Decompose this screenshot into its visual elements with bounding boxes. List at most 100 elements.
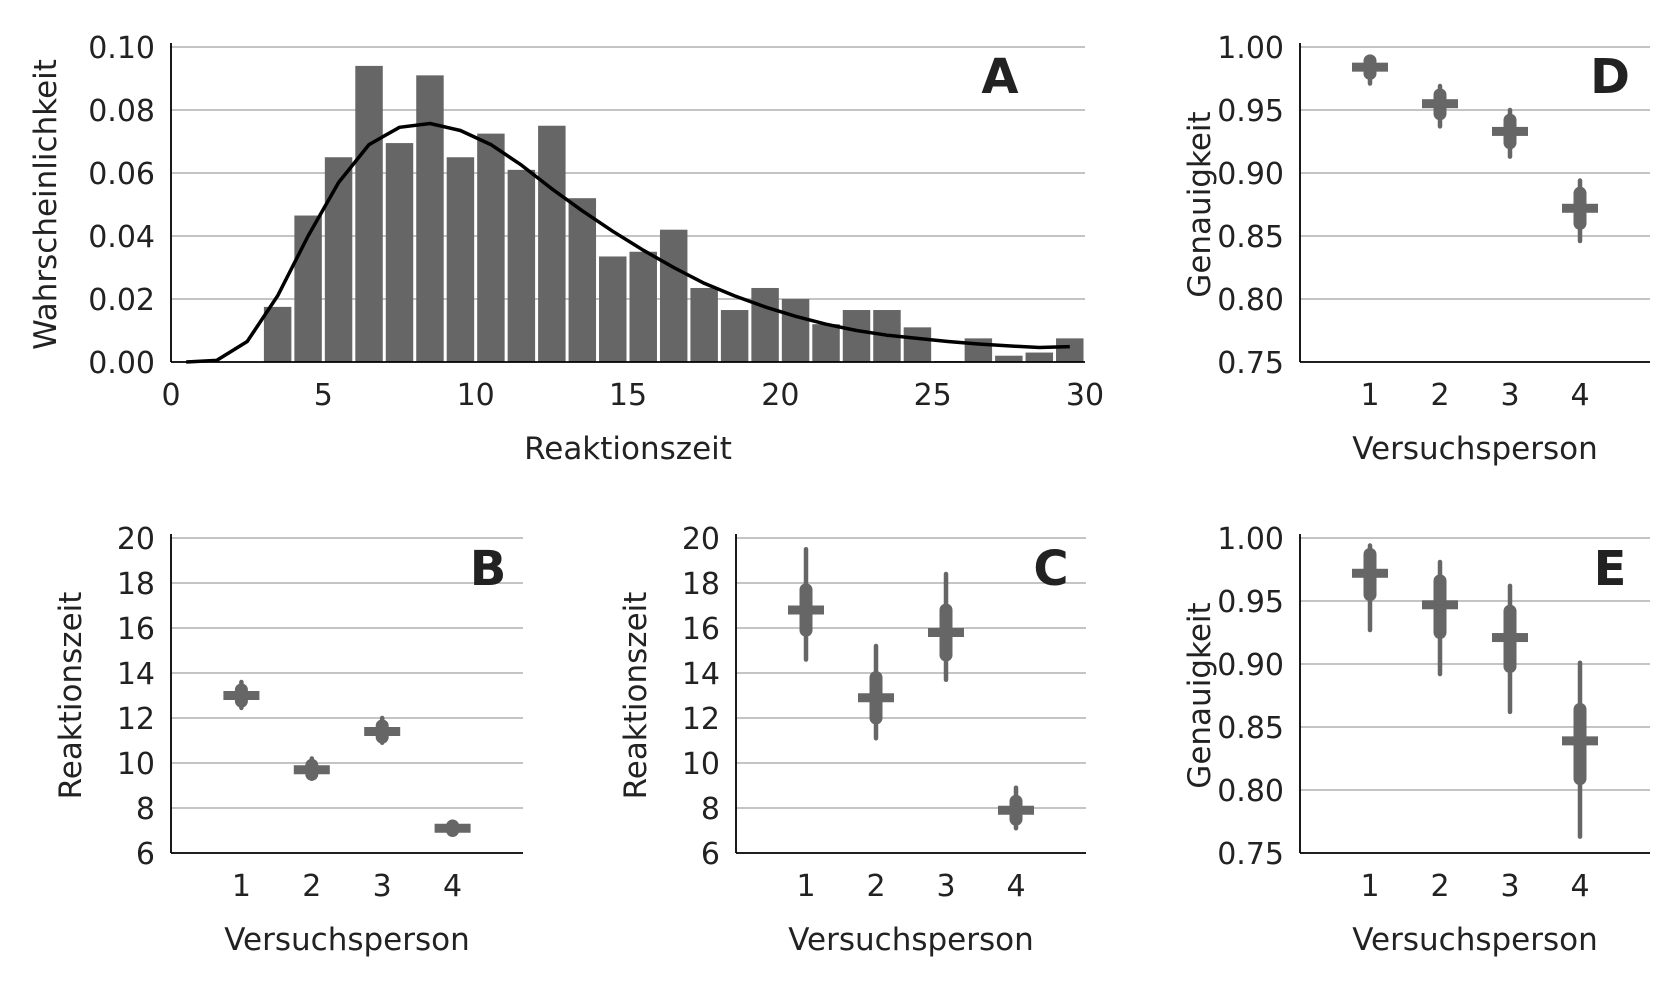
- violin-4: [1562, 660, 1598, 839]
- x-tick-label: 30: [1066, 378, 1104, 413]
- violin-4: [434, 819, 471, 837]
- histogram-bar: [812, 324, 840, 362]
- histogram-bar: [781, 299, 810, 362]
- y-tick-label: 0.90: [1217, 648, 1284, 683]
- mean-marker: [1352, 568, 1388, 578]
- violin-2: [1422, 83, 1458, 129]
- y-tick-label: 0.75: [1217, 346, 1284, 381]
- y-tick-label: 16: [682, 612, 720, 647]
- panel-letter: D: [1590, 49, 1630, 105]
- histogram-bar: [355, 65, 383, 363]
- violin-2: [293, 756, 330, 781]
- mean-marker: [1562, 203, 1598, 213]
- x-axis-label: Versuchsperson: [788, 922, 1034, 958]
- y-tick-label: 0.04: [88, 220, 155, 255]
- mean-marker: [1492, 126, 1528, 136]
- y-tick-label: 0.08: [88, 94, 155, 129]
- x-tick-label: 3: [373, 869, 392, 904]
- violin-4: [998, 785, 1034, 831]
- x-tick-label: 4: [1570, 378, 1589, 413]
- histogram-bar: [629, 251, 657, 362]
- x-tick-label: 0: [161, 378, 180, 413]
- mean-marker: [788, 605, 824, 615]
- y-axis-label: Reaktionszeit: [618, 592, 654, 800]
- violin-1: [223, 679, 260, 711]
- x-tick-label: 2: [1430, 869, 1449, 904]
- y-tick-label: 10: [117, 747, 155, 782]
- histogram-bar: [751, 287, 779, 362]
- histogram-bar: [599, 256, 627, 362]
- x-axis-label: Versuchsperson: [224, 922, 470, 958]
- x-tick-label: 2: [302, 869, 321, 904]
- x-tick-label: 2: [866, 869, 885, 904]
- mean-marker: [858, 693, 894, 703]
- mean-marker: [928, 628, 964, 637]
- panel-letter: B: [470, 541, 507, 597]
- x-axis-label: Versuchsperson: [1352, 922, 1598, 958]
- y-axis-label: Wahrscheinlichkeit: [28, 59, 64, 350]
- y-axis-label: Genauigkeit: [1182, 602, 1218, 788]
- y-tick-label: 12: [117, 702, 155, 737]
- histogram-bar: [659, 229, 688, 362]
- y-tick-label: 0.75: [1217, 837, 1284, 872]
- violin-1: [1352, 543, 1388, 633]
- y-tick-label: 18: [682, 567, 720, 602]
- y-tick-label: 0.02: [88, 283, 155, 318]
- histogram-bar: [507, 169, 536, 362]
- panel-e: 0.75 0.80 0.85 0.90 0.95 1.00 1 2 3 4 Versuchspers…: [1182, 522, 1650, 958]
- y-axis-label: Reaktionszeit: [53, 592, 89, 800]
- x-tick-label: 1: [232, 869, 251, 904]
- panel-a: 0.00 0.02 0.04 0.06 0.08 0.10 0 5 10 15 20 25 30 Reak…: [28, 31, 1104, 467]
- mean-marker: [1422, 99, 1458, 109]
- histogram-bar: [1025, 352, 1054, 362]
- x-axis-label: Reaktionszeit: [524, 431, 732, 467]
- y-tick-label: 0.90: [1217, 157, 1284, 192]
- x-tick-label: 15: [609, 378, 647, 413]
- y-tick-label: 0.95: [1217, 94, 1284, 129]
- violin-3: [1492, 107, 1528, 159]
- panel-letter: E: [1594, 541, 1627, 597]
- violin-2: [1422, 559, 1458, 677]
- x-tick-label: 4: [443, 869, 462, 904]
- violin-1: [788, 547, 824, 662]
- violin-3: [928, 571, 964, 682]
- mean-marker: [1352, 62, 1388, 72]
- y-tick-label: 0.80: [1217, 774, 1284, 809]
- x-tick-label: 1: [1360, 378, 1379, 413]
- x-tick-label: 5: [314, 378, 333, 413]
- y-tick-label: 0.85: [1217, 711, 1284, 746]
- histogram-bar: [263, 306, 292, 362]
- histogram-bar: [690, 287, 718, 362]
- histogram-bar: [416, 75, 444, 362]
- histogram-bar: [568, 198, 597, 362]
- mean-marker: [293, 765, 330, 775]
- histogram-bar: [294, 215, 322, 362]
- y-axis-label: Genauigkeit: [1182, 111, 1218, 297]
- x-tick-label: 3: [1500, 378, 1519, 413]
- mean-marker: [223, 691, 260, 700]
- x-tick-label: 1: [1360, 869, 1379, 904]
- y-tick-label: 0.95: [1217, 585, 1284, 620]
- mean-marker: [364, 727, 401, 736]
- histogram-bar: [477, 133, 505, 362]
- histogram-bar: [385, 143, 414, 362]
- mean-marker: [434, 823, 471, 833]
- mean-marker: [1562, 736, 1598, 746]
- histogram-bar: [538, 125, 566, 362]
- histogram-bar: [324, 157, 353, 362]
- density-curve: [186, 121, 1070, 364]
- violin-2: [858, 643, 894, 741]
- y-tick-label: 6: [701, 837, 720, 872]
- y-tick-label: 16: [117, 612, 155, 647]
- y-tick-label: 8: [701, 792, 720, 827]
- y-tick-label: 0.85: [1217, 220, 1284, 255]
- y-tick-label: 10: [682, 747, 720, 782]
- histogram-bar: [720, 310, 749, 362]
- x-tick-label: 1: [796, 869, 815, 904]
- histogram-bar: [995, 355, 1023, 362]
- histogram-bar: [1056, 338, 1084, 362]
- histogram-bar: [842, 310, 871, 362]
- mean-marker: [998, 805, 1034, 815]
